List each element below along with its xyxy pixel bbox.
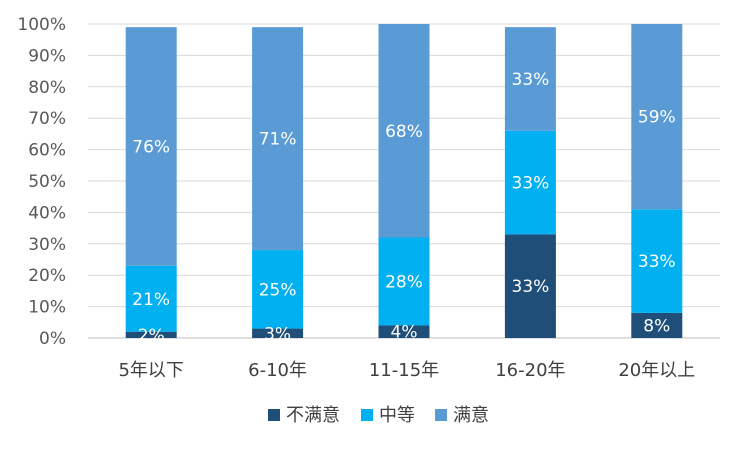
bar-segment [631, 24, 683, 210]
y-tick-label: 60% [28, 141, 66, 161]
y-tick-label: 50% [28, 172, 66, 192]
data-label: 33% [512, 174, 550, 194]
y-tick-label: 90% [28, 46, 66, 66]
data-label: 71% [259, 130, 297, 150]
legend-marker [435, 409, 447, 421]
data-label: 68% [385, 122, 423, 142]
bars [125, 24, 683, 338]
bar-segment [504, 130, 556, 235]
bar-segment [631, 209, 683, 313]
y-tick-label: 10% [28, 298, 66, 318]
legend-marker [268, 409, 280, 421]
bar-segment [378, 24, 430, 238]
bar-segment [252, 328, 304, 338]
bar-segment [504, 27, 556, 131]
y-tick-label: 70% [28, 109, 66, 129]
axes: 0% 10% 20% 30% 40% 50% 60% 70% 80% 90% 100% 5年以下 6-1… [17, 15, 695, 381]
bar-segment [378, 237, 430, 326]
data-label: 76% [132, 137, 170, 157]
bar-segment [378, 325, 430, 338]
x-tick-label: 16-20年 [495, 360, 565, 381]
x-tick-label: 5年以下 [118, 360, 183, 381]
bar-segment [252, 250, 304, 329]
data-label: 3% [264, 324, 291, 344]
x-tick-label: 11-15年 [369, 360, 439, 381]
bar-segment [631, 312, 683, 338]
data-label: 25% [259, 280, 297, 300]
legend-label: 不满意 [286, 405, 340, 426]
bar-segment [125, 331, 177, 338]
y-tick-label: 20% [28, 266, 66, 286]
data-label: 33% [512, 277, 550, 297]
y-tick-label: 0% [39, 329, 66, 349]
bar-segment [504, 234, 556, 338]
y-tick-label: 100% [17, 15, 66, 35]
y-tick-label: 80% [28, 78, 66, 98]
data-label: 33% [638, 252, 676, 272]
data-label: 33% [512, 70, 550, 90]
bar-segment [252, 27, 304, 251]
legend-marker [361, 409, 373, 421]
bar-segment [125, 27, 177, 266]
x-tick-label: 6-10年 [248, 360, 307, 381]
data-label: 4% [391, 323, 418, 343]
legend: 不满意 中等 满意 [268, 405, 489, 426]
data-label: 28% [385, 272, 423, 292]
y-tick-label: 30% [28, 235, 66, 255]
y-tick-label: 40% [28, 203, 66, 223]
bar-segment [125, 265, 177, 332]
data-label: 21% [132, 290, 170, 310]
data-labels: 2% 21% 76% 3% 25% 71% 4% 28% 68% 33% 33% 33% 8% 33% 59… [132, 70, 675, 346]
legend-label: 中等 [379, 405, 415, 426]
x-tick-label: 20年以上 [618, 360, 695, 381]
data-label: 59% [638, 108, 676, 128]
data-label: 2% [138, 326, 165, 346]
data-label: 8% [643, 316, 670, 336]
legend-label: 满意 [453, 405, 489, 426]
